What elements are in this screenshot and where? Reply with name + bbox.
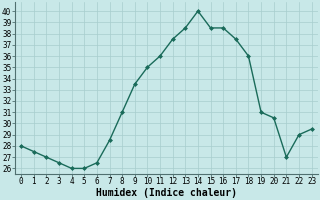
X-axis label: Humidex (Indice chaleur): Humidex (Indice chaleur) xyxy=(96,188,237,198)
